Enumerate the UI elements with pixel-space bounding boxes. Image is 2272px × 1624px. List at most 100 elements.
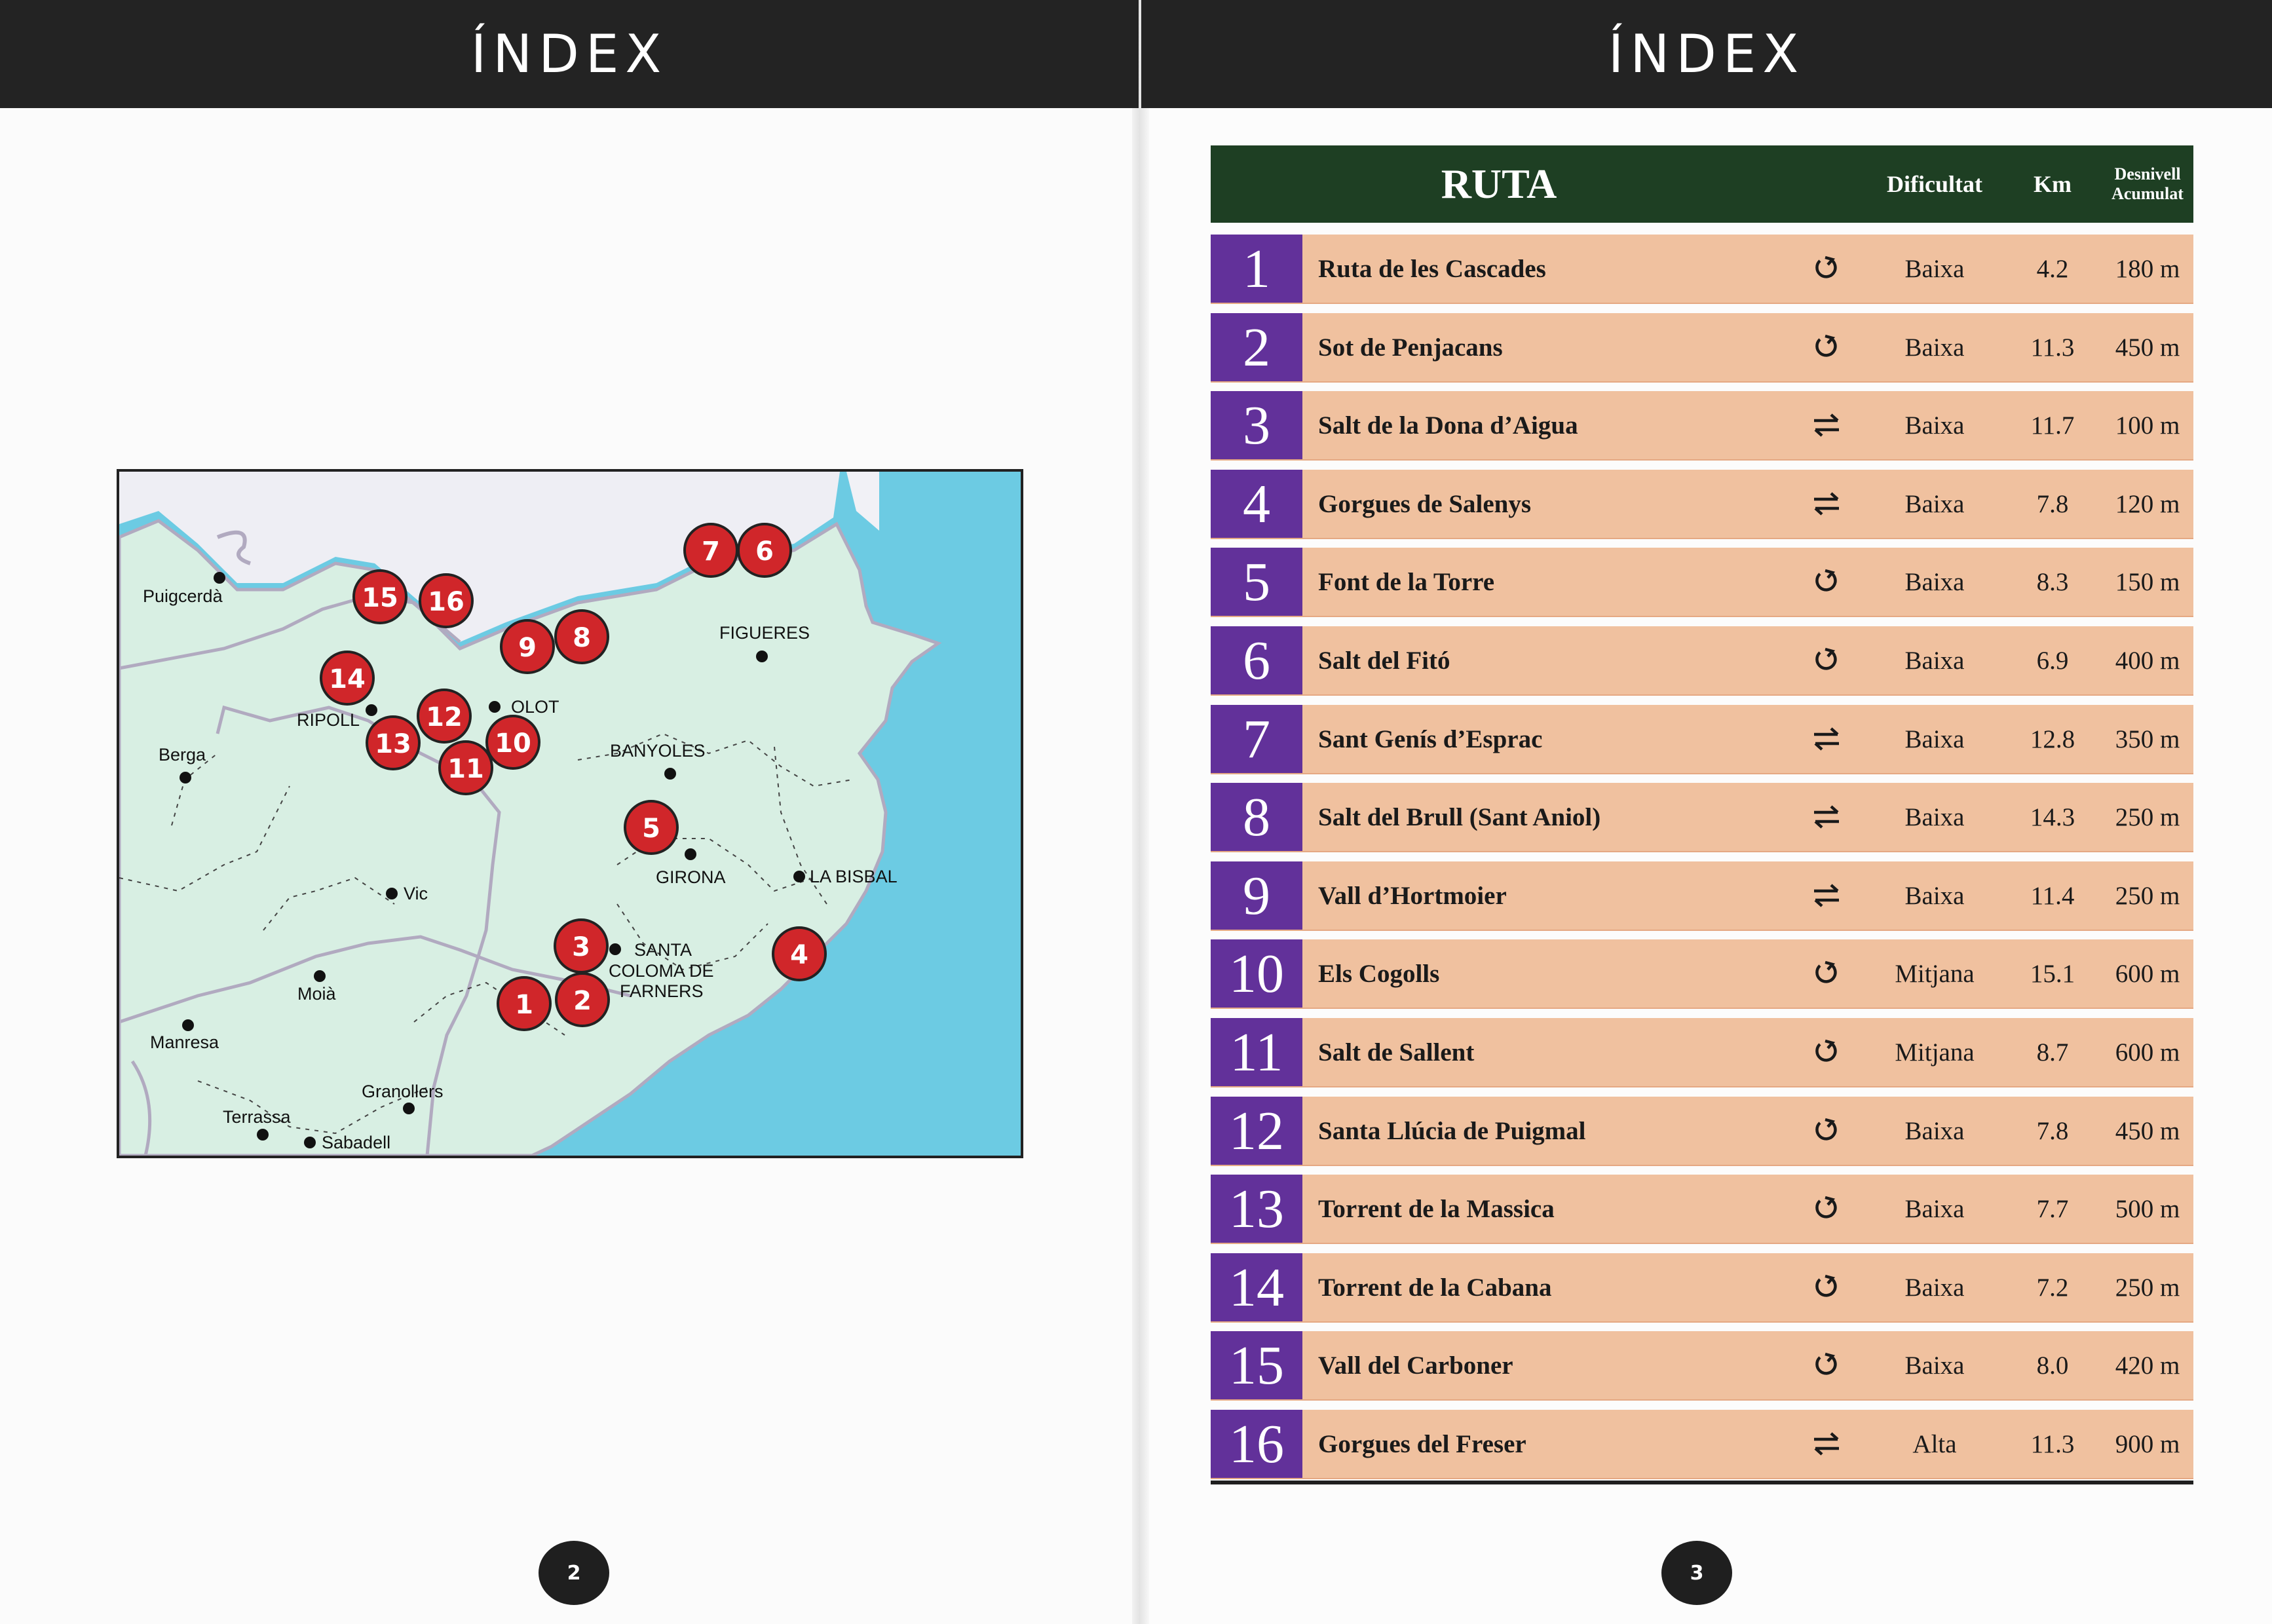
- route-km: 11.4: [2030, 881, 2075, 910]
- route-marker-10[interactable]: 10: [485, 715, 540, 770]
- table-row: 9 Vall d’Hortmoier Baixa 11.4 250 m: [1211, 861, 2193, 931]
- route-marker-11[interactable]: 11: [438, 740, 493, 795]
- town-dot-girona: [685, 848, 696, 860]
- book-gutter: [1132, 0, 1149, 1624]
- svg-text:9: 9: [518, 633, 537, 663]
- route-km: 14.3: [2030, 803, 2075, 831]
- route-name: Torrent de la Cabana: [1318, 1273, 1552, 1302]
- svg-text:7: 7: [702, 537, 720, 567]
- table-row: 3 Salt de la Dona d’Aigua Baixa 11.7 100 m: [1211, 391, 2193, 461]
- town-label-moia: Moià: [297, 984, 337, 1004]
- route-km: 8.3: [2036, 567, 2069, 596]
- loop-icon: [1800, 1175, 1853, 1243]
- loop-icon: [1800, 1331, 1853, 1399]
- left-page-title: ÍNDEX: [470, 24, 668, 85]
- town-label-manresa: Manresa: [150, 1032, 219, 1052]
- route-marker-6[interactable]: 6: [737, 523, 792, 578]
- route-elevation: 150 m: [2115, 567, 2180, 596]
- table-row: 16 Gorgues del Freser Alta 11.3 900 m: [1211, 1410, 2193, 1479]
- route-marker-8[interactable]: 8: [554, 609, 609, 664]
- route-km: 15.1: [2030, 959, 2075, 988]
- route-name: Gorgues del Freser: [1318, 1429, 1526, 1458]
- route-marker-16[interactable]: 16: [419, 573, 474, 628]
- table-row: 10 Els Cogolls Mitjana 15.1 600 m: [1211, 939, 2193, 1009]
- route-number: 3: [1211, 391, 1302, 459]
- table-bottom-rule: [1211, 1481, 2193, 1484]
- town-dot-santa-coloma: [609, 943, 621, 955]
- town-dot-granollers: [403, 1103, 415, 1114]
- loop-icon: [1800, 313, 1853, 381]
- route-difficulty: Baixa: [1904, 1116, 1965, 1145]
- route-number: 1: [1211, 235, 1302, 303]
- column-header-desnivell: Desnivell Acumulat: [2102, 145, 2193, 223]
- return-icon: [1800, 705, 1853, 773]
- route-number: 15: [1211, 1331, 1302, 1399]
- table-row: 13 Torrent de la Massica Baixa 7.7 500 m: [1211, 1175, 2193, 1244]
- route-marker-13[interactable]: 13: [366, 715, 421, 770]
- route-number: 14: [1211, 1253, 1302, 1321]
- right-page-title: ÍNDEX: [1608, 24, 1806, 85]
- town-label-girona: GIRONA: [656, 867, 726, 887]
- table-row: 7 Sant Genís d’Esprac Baixa 12.8 350 m: [1211, 705, 2193, 774]
- return-icon: [1800, 1410, 1853, 1478]
- route-marker-4[interactable]: 4: [772, 926, 827, 981]
- town-dot-olot: [489, 701, 501, 713]
- route-marker-3[interactable]: 3: [554, 918, 609, 973]
- return-icon: [1800, 470, 1853, 538]
- route-name: Salt del Brull (Sant Aniol): [1318, 803, 1601, 831]
- route-marker-1[interactable]: 1: [497, 976, 552, 1031]
- svg-text:13: 13: [375, 729, 411, 759]
- route-number: 12: [1211, 1097, 1302, 1165]
- route-marker-7[interactable]: 7: [683, 523, 738, 578]
- town-dot-sabadell: [304, 1137, 316, 1148]
- town-label-banyoles: BANYOLES: [610, 741, 706, 761]
- route-marker-15[interactable]: 15: [352, 569, 407, 624]
- route-name: Gorgues de Salenys: [1318, 489, 1532, 518]
- route-marker-9[interactable]: 9: [500, 619, 555, 674]
- route-number: 10: [1211, 939, 1302, 1008]
- town-label-sabadell: Sabadell: [322, 1133, 390, 1152]
- loop-icon: [1800, 1097, 1853, 1165]
- loop-icon: [1800, 1018, 1853, 1086]
- route-elevation: 250 m: [2115, 803, 2180, 831]
- province-border-1: [119, 594, 461, 670]
- town-label-ripoll: RIPOLL: [297, 710, 360, 730]
- route-difficulty: Baixa: [1904, 411, 1965, 440]
- route-number: 7: [1211, 705, 1302, 773]
- route-map: Puigcerdà FIGUERES RIPOLL OLOT Berga BAN…: [117, 469, 1023, 1158]
- route-elevation: 450 m: [2115, 1116, 2180, 1145]
- route-difficulty: Baixa: [1904, 333, 1965, 362]
- town-dot-berga: [180, 772, 191, 784]
- page-number-left: 2: [539, 1541, 609, 1605]
- route-number: 8: [1211, 783, 1302, 851]
- town-dot-ripoll: [366, 704, 377, 716]
- route-elevation: 600 m: [2115, 1038, 2180, 1067]
- route-difficulty: Baixa: [1904, 1194, 1965, 1223]
- svg-text:15: 15: [362, 583, 398, 613]
- route-km: 12.8: [2030, 725, 2075, 753]
- return-icon: [1800, 391, 1853, 459]
- route-elevation: 250 m: [2115, 1273, 2180, 1302]
- route-difficulty: Mitjana: [1895, 1038, 1975, 1067]
- route-difficulty: Baixa: [1904, 725, 1965, 753]
- route-difficulty: Baixa: [1904, 803, 1965, 831]
- route-number: 13: [1211, 1175, 1302, 1243]
- table-row: 11 Salt de Sallent Mitjana 8.7 600 m: [1211, 1018, 2193, 1087]
- route-km: 7.7: [2036, 1194, 2069, 1223]
- route-marker-12[interactable]: 12: [417, 689, 472, 744]
- route-marker-2[interactable]: 2: [555, 972, 610, 1027]
- france-land: [119, 472, 840, 642]
- right-page-header: ÍNDEX: [1141, 0, 2272, 108]
- route-number: 9: [1211, 861, 1302, 930]
- town-label-olot: OLOT: [511, 697, 559, 717]
- route-marker-5[interactable]: 5: [624, 800, 679, 855]
- route-km: 7.2: [2036, 1273, 2069, 1302]
- route-name: Vall del Carboner: [1318, 1351, 1513, 1380]
- town-dot-manresa: [182, 1019, 194, 1031]
- town-label-terrassa: Terrassa: [223, 1107, 292, 1127]
- svg-text:1: 1: [515, 990, 533, 1020]
- route-elevation: 120 m: [2115, 489, 2180, 518]
- town-label-la-bisbal: LA BISBAL: [810, 867, 898, 886]
- route-marker-14[interactable]: 14: [320, 651, 375, 706]
- page-number-right-text: 3: [1690, 1561, 1704, 1585]
